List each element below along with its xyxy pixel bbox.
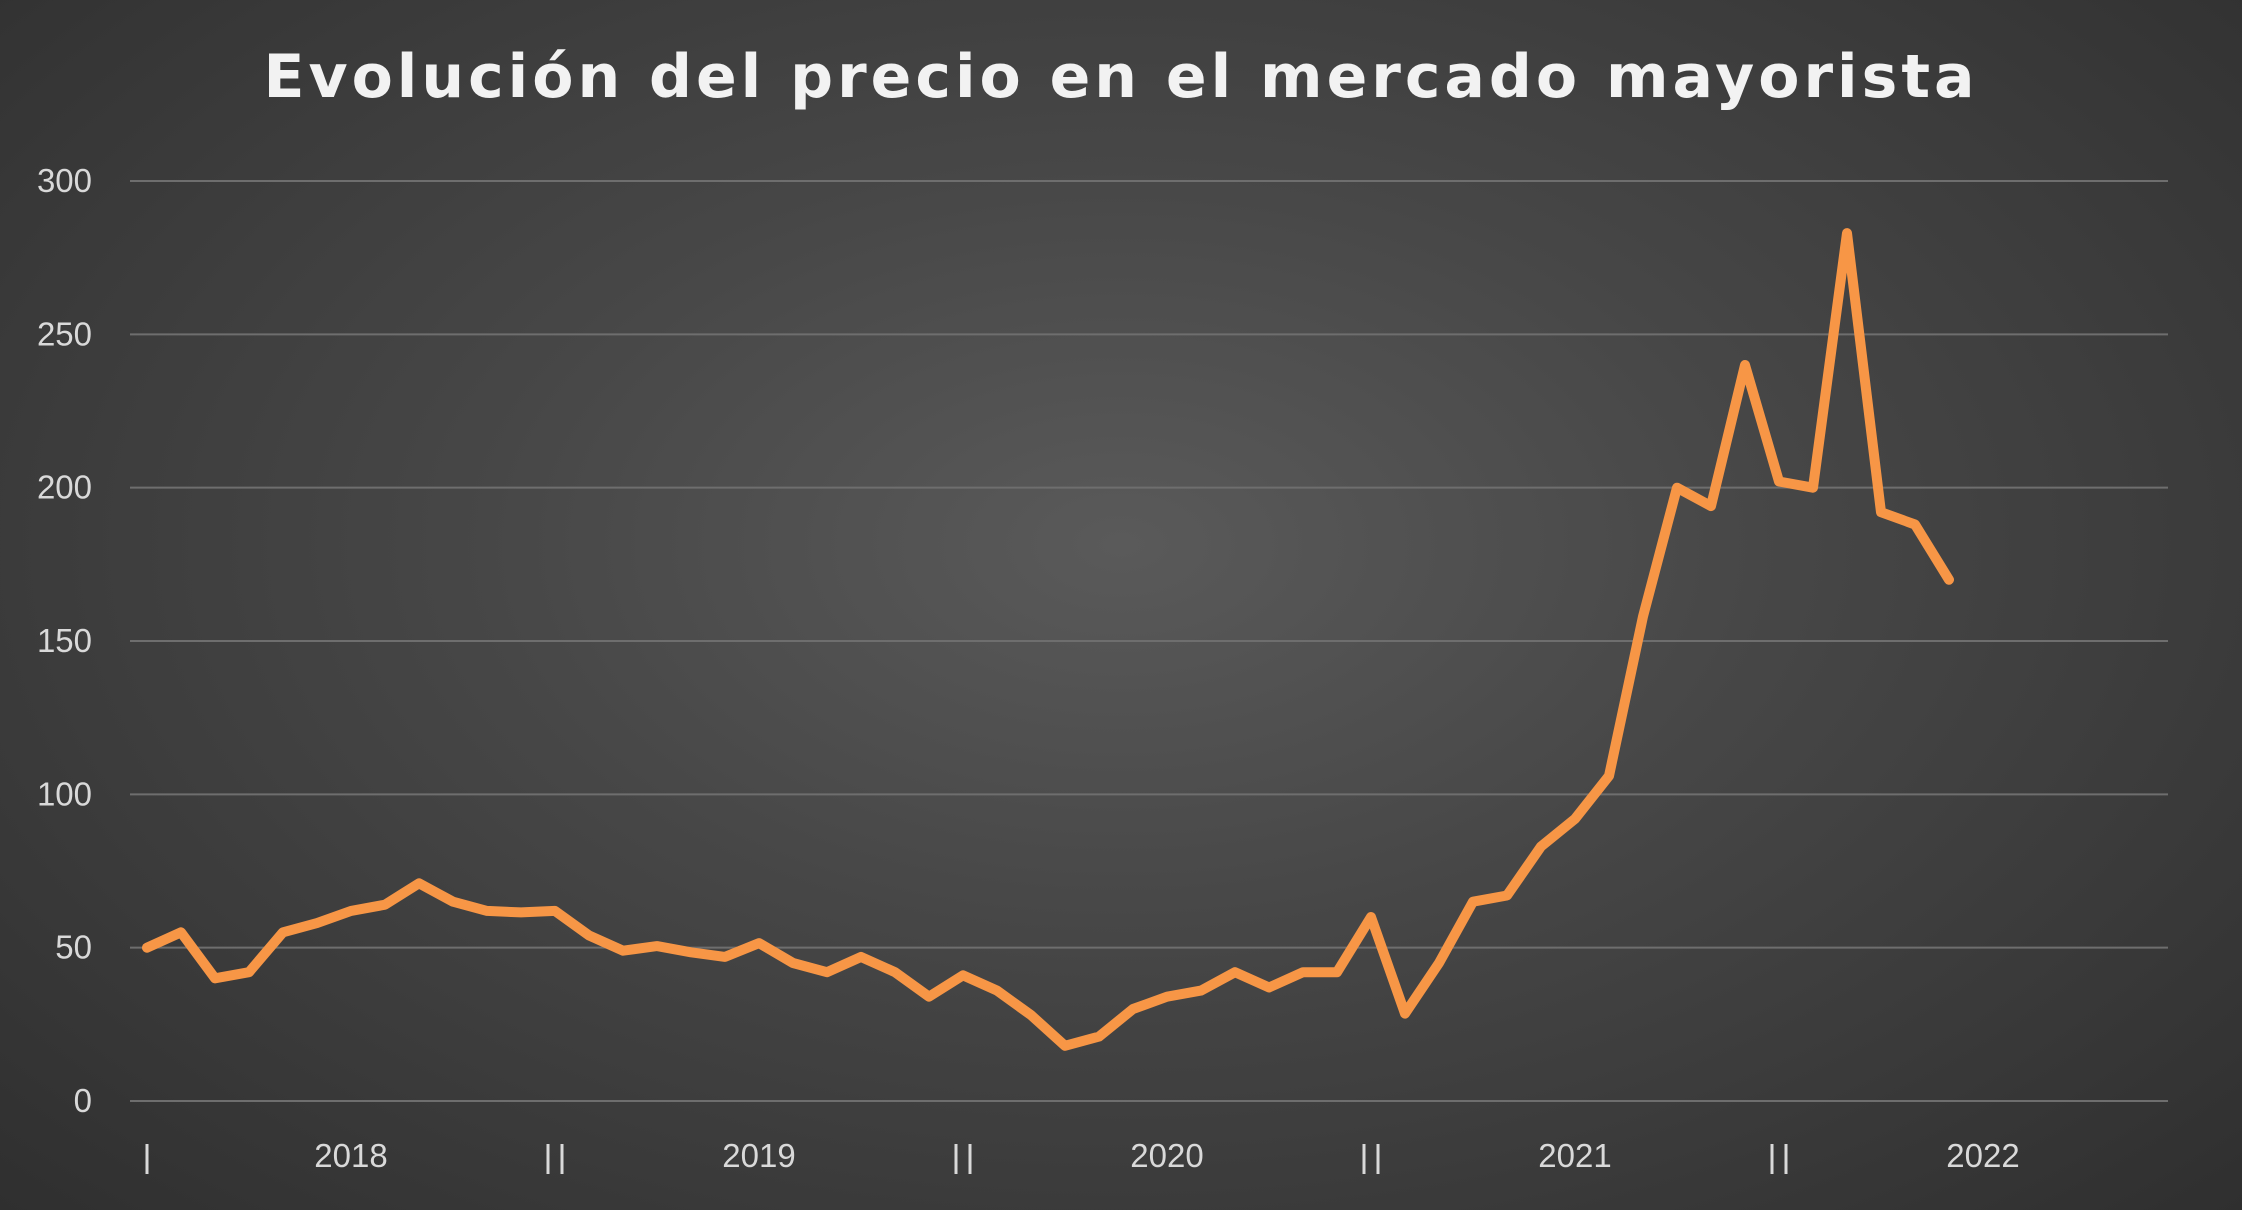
x-tick-label-year: 2022	[1946, 1137, 2019, 1174]
x-tick-label-year: 2019	[722, 1137, 795, 1174]
price-series-line	[142, 228, 1954, 1051]
y-tick-label: 150	[37, 622, 92, 659]
x-tick-label-year: 2020	[1130, 1137, 1203, 1174]
y-tick-label: 250	[37, 315, 92, 352]
y-tick-label: 100	[37, 775, 92, 812]
chart-title: Evolución del precio en el mercado mayor…	[263, 42, 1979, 112]
x-tick-label-year: 2021	[1538, 1137, 1611, 1174]
x-tick-label-year: 2018	[314, 1137, 387, 1174]
y-tick-label: 300	[37, 162, 92, 199]
y-tick-label: 0	[74, 1082, 92, 1119]
y-tick-label: 200	[37, 469, 92, 506]
y-tick-label: 50	[55, 929, 92, 966]
